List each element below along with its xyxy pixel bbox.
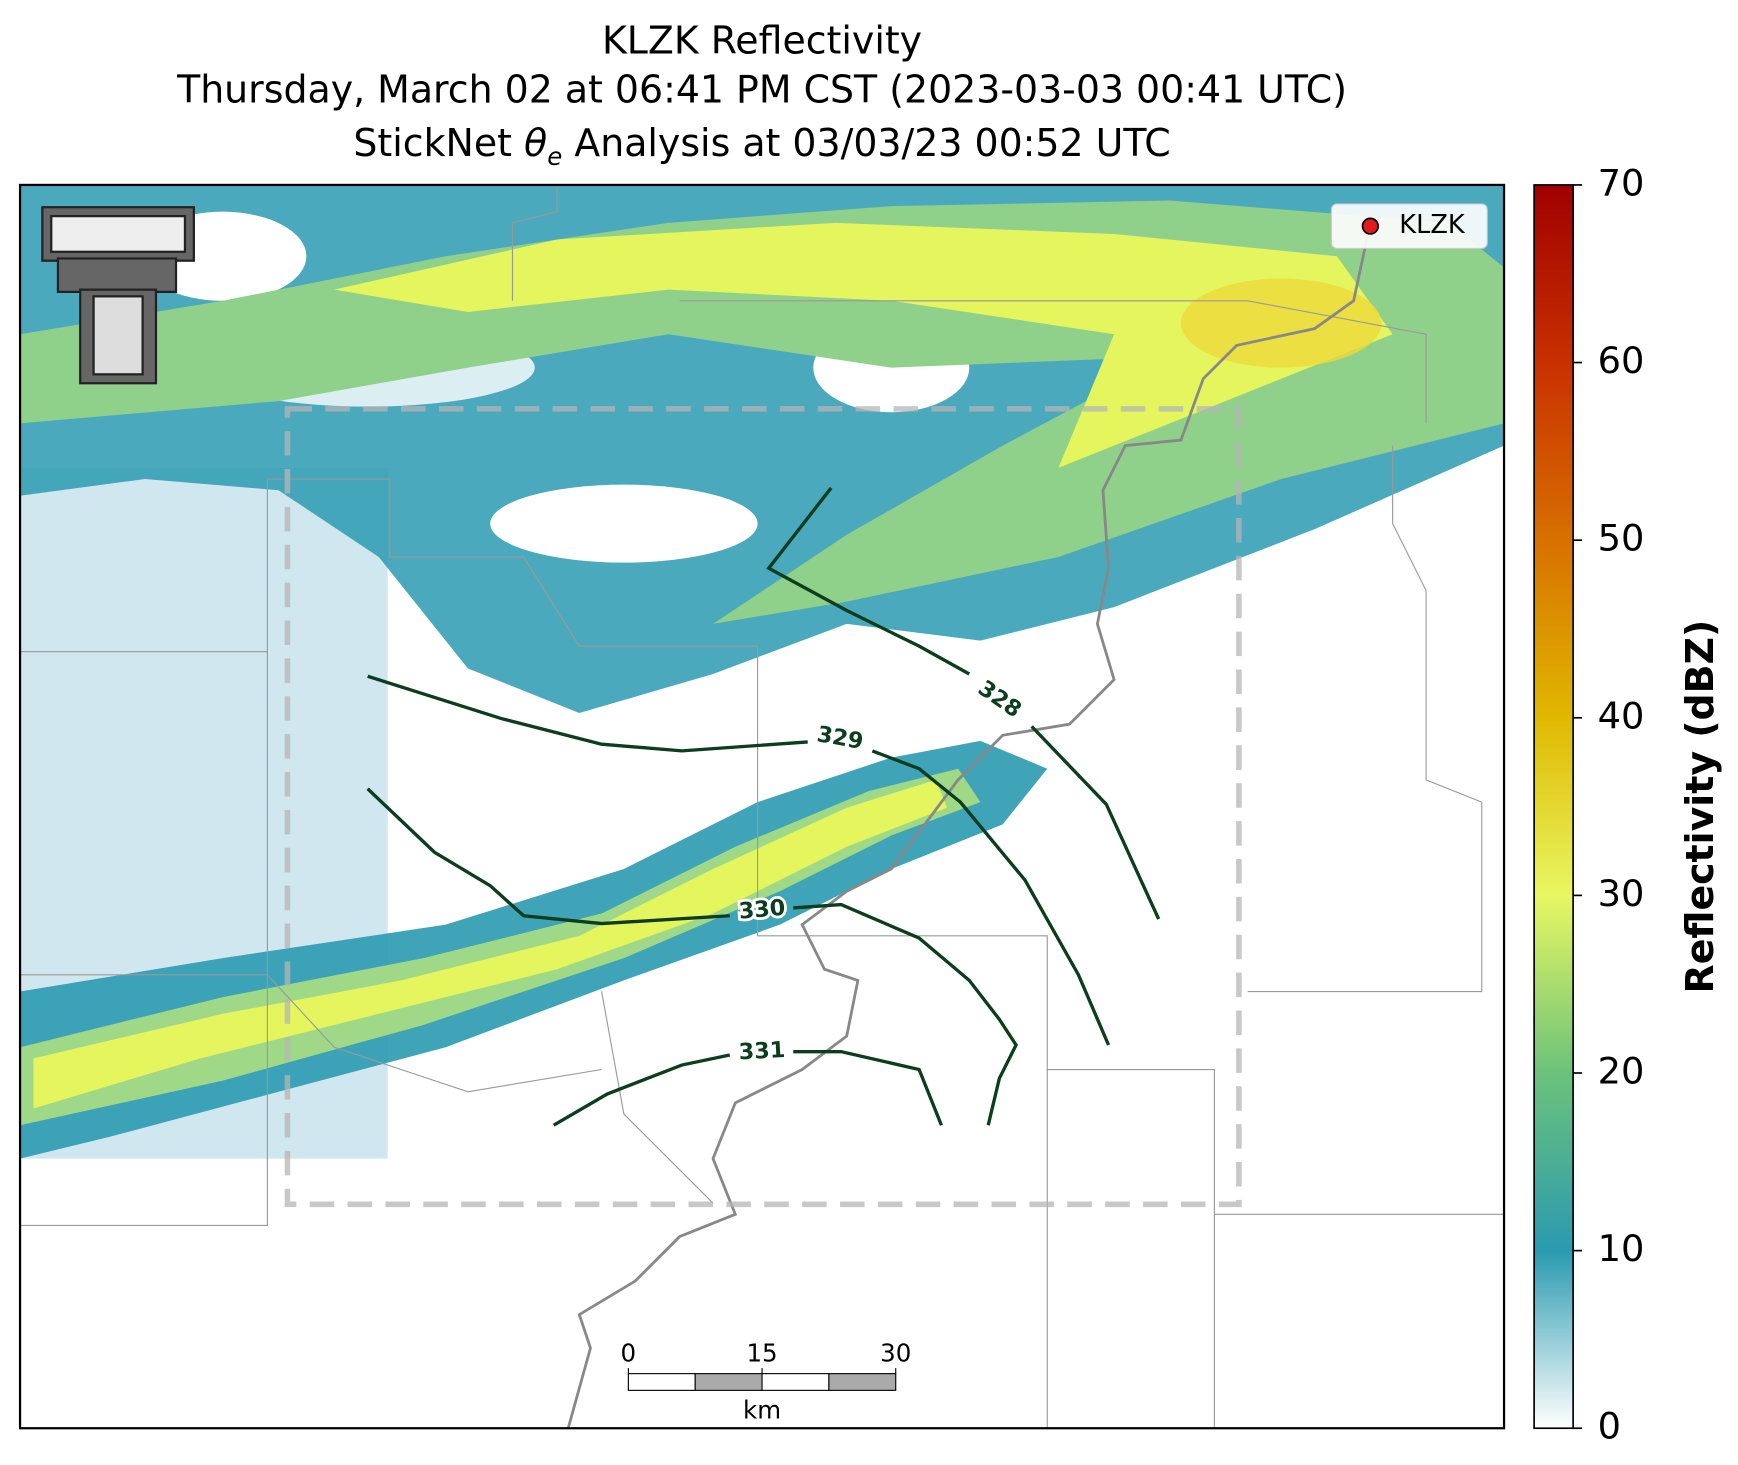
colorbar-ticks: 0 10 20 30 40 50 60 70 bbox=[1573, 161, 1645, 1448]
title-line-2: Thursday, March 02 at 06:41 PM CST (2023… bbox=[176, 67, 1347, 111]
colorbar-tick-label: 10 bbox=[1598, 1227, 1645, 1270]
analysis-domain bbox=[284, 406, 1242, 1208]
colorbar bbox=[1533, 184, 1574, 1430]
title-suffix: Analysis at 03/03/23 00:52 UTC bbox=[562, 121, 1170, 165]
colorbar-tick-label: 30 bbox=[1598, 872, 1645, 915]
scale-tick-label: 30 bbox=[880, 1339, 911, 1368]
colorbar-tick-label: 60 bbox=[1598, 339, 1645, 382]
contour-label: 331 bbox=[738, 1037, 786, 1065]
scale-tick-label: 15 bbox=[746, 1339, 777, 1368]
contour-line bbox=[367, 674, 1111, 1046]
contour-line bbox=[552, 1050, 943, 1127]
logo bbox=[41, 206, 195, 385]
scale-unit: km bbox=[743, 1396, 781, 1425]
contour-line bbox=[366, 787, 1018, 1126]
boundaries bbox=[20, 184, 1505, 1429]
title-line-1: KLZK Reflectivity bbox=[602, 18, 922, 62]
scale-segment bbox=[694, 1373, 763, 1391]
scale-segment bbox=[627, 1373, 696, 1391]
colorbar-tick-label: 70 bbox=[1598, 161, 1645, 204]
colorbar-tick-label: 40 bbox=[1598, 694, 1645, 737]
legend: KLZK bbox=[1330, 203, 1488, 249]
title-subscript: e bbox=[547, 142, 562, 171]
colorbar-tick-label: 50 bbox=[1598, 517, 1645, 560]
scale-segment bbox=[761, 1373, 830, 1391]
title-prefix: StickNet bbox=[353, 121, 524, 165]
scale-segment bbox=[828, 1373, 897, 1391]
colorbar-label: Reflectivity (dBZ) bbox=[1678, 620, 1722, 994]
colorbar-tick-label: 20 bbox=[1598, 1050, 1645, 1093]
contour-label: 330 bbox=[738, 895, 787, 925]
scale-tick-label: 0 bbox=[621, 1339, 637, 1368]
colorbar-tick-label: 0 bbox=[1598, 1405, 1621, 1448]
title-line-3: StickNet θe Analysis at 03/03/23 00:52 U… bbox=[353, 121, 1170, 171]
legend-marker bbox=[1361, 217, 1379, 235]
title-symbol: θ bbox=[524, 121, 547, 165]
map-frame bbox=[18, 183, 1506, 1430]
scale-bar: 0 15 30 km bbox=[621, 1339, 912, 1425]
legend-box bbox=[1330, 203, 1488, 249]
contour-line bbox=[766, 486, 1161, 920]
radar-echoes bbox=[20, 184, 1505, 1159]
legend-label: KLZK bbox=[1399, 210, 1466, 240]
